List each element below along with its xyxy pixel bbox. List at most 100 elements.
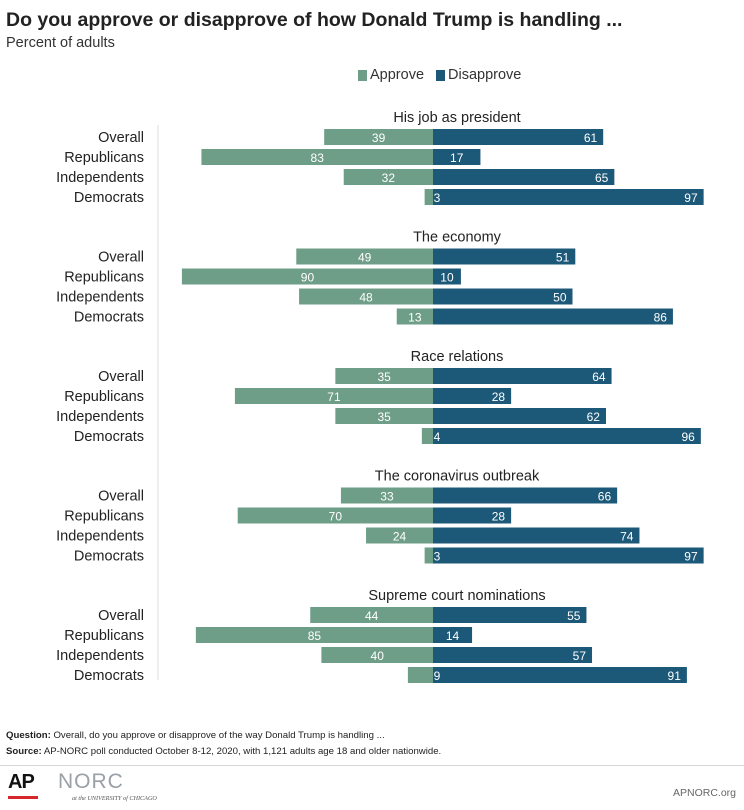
approve-value-label: 3: [434, 550, 441, 564]
approve-value-label: 90: [301, 271, 315, 285]
ap-logo-bar: [8, 796, 38, 799]
norc-logo-text: NORC: [58, 770, 124, 793]
question-text: Overall, do you approve or disapprove of…: [50, 730, 385, 741]
ap-logo: AP: [8, 771, 35, 793]
disapprove-value-label: 86: [654, 311, 668, 325]
approve-value-label: 83: [311, 151, 325, 165]
source-label: Source:: [6, 746, 42, 757]
category-label: Overall: [98, 369, 144, 385]
category-label: Republicans: [64, 628, 144, 644]
disapprove-bar: [433, 487, 618, 504]
category-label: Democrats: [74, 429, 144, 445]
footer-question: Question: Overall, do you approve or dis…: [6, 730, 385, 741]
category-label: Independents: [56, 529, 144, 545]
approve-value-label: 9: [434, 669, 441, 683]
category-label: Republicans: [64, 150, 144, 166]
approve-value-label: 3: [434, 191, 441, 205]
legend-label-approve: Approve: [370, 67, 425, 83]
disapprove-bar: [433, 149, 481, 165]
approve-bar: [407, 667, 433, 683]
disapprove-bar: [433, 129, 604, 145]
approve-value-label: 4: [434, 430, 441, 444]
disapprove-value-label: 14: [446, 629, 460, 643]
disapprove-value-label: 62: [587, 410, 601, 424]
category-label: Democrats: [74, 549, 144, 565]
disapprove-value-label: 64: [592, 370, 606, 384]
approve-bar: [195, 627, 433, 643]
category-label: Overall: [98, 130, 144, 146]
approve-value-label: 32: [382, 171, 396, 185]
approve-value-label: 24: [393, 530, 407, 544]
legend-item-approve: Approve: [358, 67, 424, 83]
approve-value-label: 39: [372, 131, 386, 145]
approve-bar: [324, 129, 433, 145]
approve-value-label: 71: [327, 390, 341, 404]
group-title: The coronavirus outbreak: [375, 469, 540, 485]
chart-subtitle: Percent of adults: [6, 35, 115, 51]
category-label: Independents: [56, 170, 144, 186]
category-label: Democrats: [74, 190, 144, 206]
category-label: Overall: [98, 608, 144, 624]
disapprove-value-label: 55: [567, 609, 581, 623]
footer-source: Source: AP-NORC poll conducted October 8…: [6, 746, 441, 757]
norc-logo-subtext: at the UNIVERSITY of CHICAGO: [72, 795, 157, 802]
disapprove-bar: [433, 428, 701, 444]
disapprove-value-label: 91: [668, 669, 682, 683]
category-label: Overall: [98, 489, 144, 505]
approve-value-label: 13: [408, 311, 422, 325]
category-label: Independents: [56, 648, 144, 664]
legend: Approve Disapprove: [358, 67, 521, 83]
disapprove-bar: [433, 607, 587, 623]
disapprove-value-label: 51: [556, 251, 570, 265]
disapprove-value-label: 17: [450, 151, 464, 165]
approve-value-label: 35: [377, 410, 391, 424]
approve-bar: [234, 388, 433, 404]
disapprove-bar: [433, 189, 704, 205]
disapprove-value-label: 74: [620, 530, 634, 544]
disapprove-bar: [433, 268, 461, 285]
category-label: Republicans: [64, 389, 144, 405]
disapprove-bar: [433, 527, 640, 544]
approve-bar: [321, 647, 433, 663]
disapprove-bar: [433, 248, 576, 265]
disapprove-bar: [433, 308, 673, 325]
approve-value-label: 70: [329, 510, 343, 524]
legend-swatch-disapprove: [436, 69, 446, 81]
group-title: His job as president: [393, 110, 520, 126]
approve-bar: [366, 527, 433, 544]
approve-bar: [340, 487, 433, 504]
chart-title: Do you approve or disapprove of how Dona…: [6, 9, 623, 31]
disapprove-bar: [433, 288, 573, 305]
legend-swatch-approve: [358, 69, 367, 81]
site-url: APNORC.org: [672, 787, 736, 799]
disapprove-value-label: 61: [584, 131, 598, 145]
disapprove-bar: [433, 388, 512, 404]
source-text: AP-NORC poll conducted October 8-12, 202…: [41, 746, 442, 757]
disapprove-bar: [433, 547, 704, 564]
approve-value-label: 44: [365, 609, 379, 623]
category-label: Independents: [56, 290, 144, 306]
disapprove-value-label: 96: [681, 430, 695, 444]
category-label: Independents: [56, 409, 144, 425]
approve-bar: [396, 308, 433, 325]
approve-bar: [335, 368, 433, 384]
footer-divider: [0, 765, 744, 766]
approve-bar: [424, 547, 433, 564]
approve-value-label: 33: [380, 490, 394, 504]
disapprove-bar: [433, 507, 512, 524]
category-label: Republicans: [64, 270, 144, 286]
disapprove-value-label: 97: [684, 550, 698, 564]
category-label: Overall: [98, 250, 144, 266]
disapprove-bar: [433, 169, 615, 185]
approve-bar: [335, 408, 433, 424]
approve-bar: [421, 428, 433, 444]
approve-value-label: 49: [358, 251, 372, 265]
disapprove-bar: [433, 368, 612, 384]
disapprove-value-label: 66: [598, 490, 612, 504]
legend-item-disapprove: Disapprove: [436, 67, 521, 83]
disapprove-value-label: 50: [553, 291, 567, 305]
approve-bar: [310, 607, 433, 623]
approve-bar: [343, 169, 433, 185]
approve-bar: [299, 288, 433, 305]
